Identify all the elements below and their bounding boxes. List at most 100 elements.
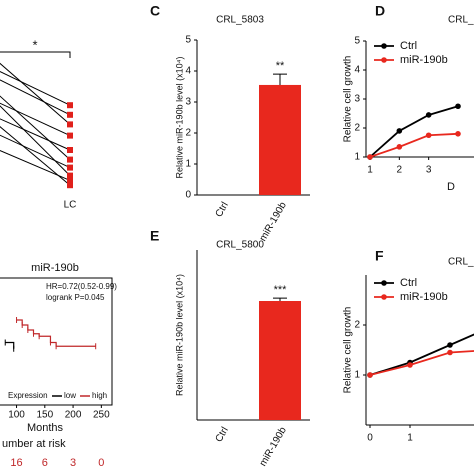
- sig-bracket: [0, 51, 71, 58]
- x-tick-label: Ctrl: [214, 425, 231, 444]
- y-tick-label: 1: [354, 370, 360, 381]
- paired-point: [67, 121, 73, 128]
- x-tick-label: 250: [93, 410, 110, 421]
- legend-marker: [381, 57, 387, 63]
- y-axis-label: Relative miR-190b level (x10⁴): [174, 274, 184, 396]
- y-tick-label: 1: [185, 159, 191, 170]
- paired-line: [0, 134, 71, 169]
- plot-frame: [0, 277, 113, 406]
- series-point: [447, 349, 453, 356]
- panel-label: F: [375, 248, 384, 264]
- legend-label: high: [92, 391, 107, 400]
- error-bar: [273, 73, 287, 85]
- panel-label: D: [375, 3, 385, 19]
- x-tick-label: 150: [36, 410, 53, 421]
- risk-title: umber at risk: [2, 438, 66, 450]
- x-tick-label: miR-190b: [258, 200, 289, 243]
- panel-title: miR-190b: [31, 262, 79, 274]
- paired-line: [0, 95, 71, 160]
- legend-marker: [381, 43, 387, 49]
- y-tick-label: 5: [185, 35, 191, 46]
- series-point: [455, 103, 461, 110]
- legend-label: Ctrl: [400, 40, 417, 52]
- x-tick-label: 0: [367, 433, 373, 444]
- x-tick-label: miR-190b: [258, 425, 289, 468]
- y-axis-label: Relative cell growth: [343, 307, 354, 394]
- paired-point: [67, 111, 73, 118]
- series-point: [425, 112, 432, 118]
- panel-title: CRL_5803: [216, 15, 264, 26]
- series-line: [369, 132, 459, 158]
- panel-title: CRL_: [448, 257, 474, 268]
- paired-point: [67, 172, 73, 179]
- paired-line: [0, 102, 71, 137]
- y-tick-label: 2: [354, 123, 360, 134]
- panel-title: CRL_5800: [216, 240, 264, 251]
- series-point: [455, 131, 461, 137]
- panel-label: E: [150, 228, 159, 244]
- legend-label: miR-190b: [400, 291, 448, 303]
- legend-title: Expression: [8, 391, 48, 400]
- x-tick-label: Ctrl: [214, 200, 231, 219]
- series-point: [425, 132, 432, 139]
- paired-line: [0, 118, 71, 151]
- paired-line: [0, 62, 71, 125]
- x-tick-label: LC: [64, 200, 77, 211]
- series-point: [447, 342, 453, 348]
- paired-line: [0, 149, 71, 181]
- series-point: [396, 144, 403, 150]
- x-tick-label: 2: [397, 165, 403, 176]
- series-line: [369, 350, 474, 376]
- paired-line: [0, 126, 71, 186]
- bar: [259, 301, 301, 420]
- paired-point: [67, 164, 73, 171]
- paired-point: [67, 102, 73, 109]
- risk-value: 16: [10, 457, 22, 469]
- y-tick-label: 1: [354, 152, 360, 163]
- panel-title: CRL_: [448, 15, 474, 26]
- legend-marker: [381, 294, 387, 300]
- risk-value: 3: [70, 457, 76, 469]
- legend-marker: [381, 280, 387, 286]
- series-point: [367, 154, 373, 160]
- x-tick-label: 100: [8, 410, 25, 421]
- y-axis-label: Relative cell growth: [343, 56, 354, 143]
- x-tick-label: 200: [65, 410, 82, 421]
- x-axis-label: D: [447, 181, 455, 193]
- error-bar: [273, 297, 287, 301]
- survival-curve: [16, 319, 96, 347]
- y-tick-label: 4: [185, 66, 191, 77]
- paired-line: [0, 79, 71, 116]
- legend-label: low: [64, 391, 76, 400]
- annotation: HR=0.72(0.52-0.99): [46, 282, 117, 291]
- risk-value: 6: [42, 457, 48, 469]
- legend-label: miR-190b: [400, 54, 448, 66]
- x-tick-label: 1: [407, 433, 413, 444]
- significance: ***: [274, 284, 288, 296]
- x-tick-label: 1: [367, 165, 373, 176]
- series-point: [396, 128, 403, 134]
- series-line: [369, 105, 459, 158]
- x-tick-label: 3: [426, 165, 432, 176]
- y-tick-label: 3: [185, 97, 191, 108]
- annotation: logrank P=0.045: [46, 293, 105, 302]
- paired-point: [67, 156, 73, 163]
- y-tick-label: 0: [185, 190, 191, 201]
- y-tick-label: 2: [354, 320, 360, 331]
- paired-point: [67, 177, 73, 184]
- paired-point: [67, 132, 73, 139]
- y-tick-label: 3: [354, 94, 360, 105]
- paired-line: [0, 105, 71, 176]
- paired-line: [0, 71, 71, 106]
- series-point: [407, 362, 413, 368]
- y-tick-label: 5: [354, 36, 360, 47]
- risk-value: 0: [98, 457, 104, 469]
- paired-point: [67, 147, 73, 153]
- survival-curve: [5, 341, 15, 349]
- paired-point: [67, 182, 73, 189]
- y-tick-label: 2: [185, 128, 191, 139]
- series-line: [369, 333, 474, 376]
- x-axis-label: Months: [27, 422, 64, 434]
- y-tick-label: 4: [354, 65, 360, 76]
